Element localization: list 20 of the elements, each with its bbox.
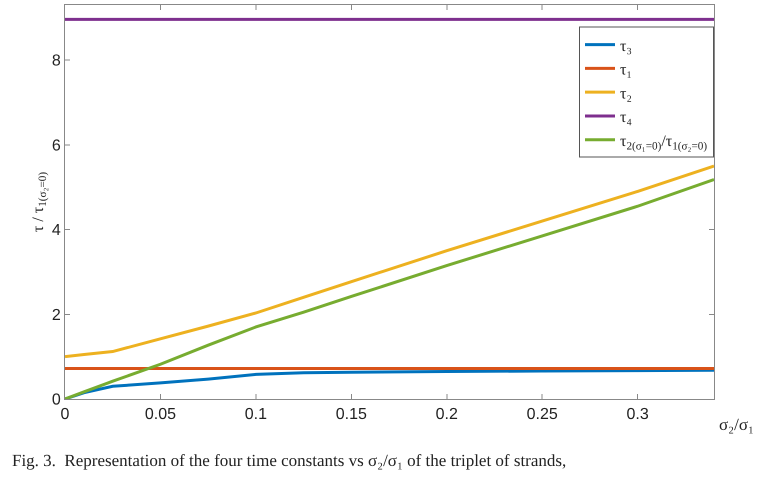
x-tick-label: 0.25: [526, 406, 558, 424]
y-tick-label: 2: [52, 306, 61, 324]
line-series: [65, 178, 714, 399]
legend-label: τ₂: [620, 85, 632, 102]
x-tick-label: 0.1: [244, 406, 268, 424]
y-tick-label: 0: [52, 392, 61, 409]
legend-label: τ₁: [620, 62, 632, 79]
legend-label: τ₃: [620, 38, 632, 55]
x-tick-label: 0.05: [144, 406, 176, 424]
line-series: [65, 164, 714, 358]
legend-label: τ$_{2(σ₁=0)}$/τ$_{1(σ₂=0)}$: [620, 133, 708, 152]
caption: Fig. 3. Representation of the four time constants vs σ₂/σ₁ of the triplet of strands,: [12, 451, 566, 470]
y-tick-label: 4: [52, 222, 61, 240]
x-tick-label: 0.2: [436, 406, 458, 424]
y-tick-label: 8: [52, 52, 61, 70]
y-tick-label: 6: [52, 137, 61, 154]
x-tick-label: 0.3: [626, 406, 649, 424]
x-tick-label: 0.15: [336, 406, 367, 424]
legend-label: τ₄: [620, 109, 632, 126]
x-axis-title: σ₂/σ₁: [719, 415, 754, 434]
